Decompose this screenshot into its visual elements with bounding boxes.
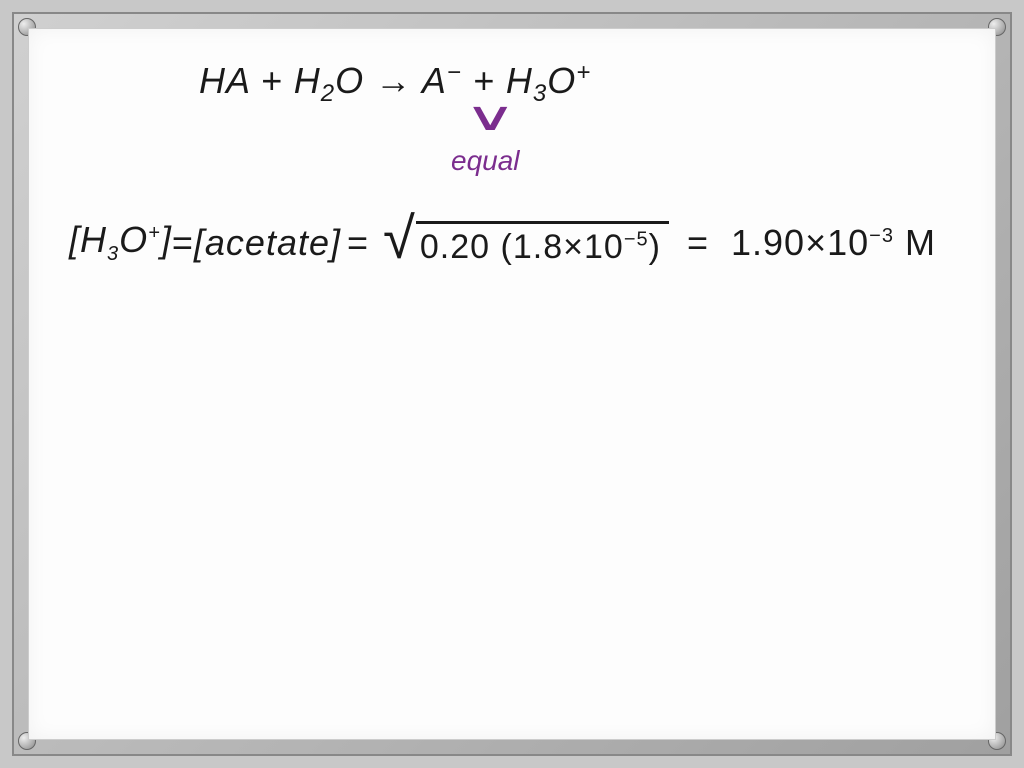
equal-label: equal — [451, 145, 520, 177]
vee-connector-icon: ∨ — [438, 107, 543, 127]
reactant-h2o: H2O — [294, 60, 375, 101]
unit-molar: M — [905, 222, 936, 263]
square-root-expression: √ 0.20 (1.8×10−5) — [383, 219, 669, 267]
acetate-concentration: [acetate] — [194, 222, 341, 264]
reaction-arrow: → — [375, 60, 412, 101]
equal-annotation: ∨ equal — [461, 107, 520, 177]
equals-sign: = — [687, 222, 709, 264]
whiteboard-frame: HA + H2O → A− + H3O+ ∨ equal [H3O+] = [ — [12, 12, 1012, 756]
equals-sign: = — [172, 222, 194, 264]
reactant-ha: HA — [199, 60, 250, 101]
equals-sign: = — [347, 222, 369, 264]
result-value: 1.90×10−3 M — [731, 222, 936, 264]
sqrt-radicand: 0.20 (1.8×10−5) — [416, 221, 669, 269]
product-h3o-plus: H3O+ — [506, 60, 591, 101]
concentration-equation: [H3O+] = [acetate] = √ 0.20 (1.8×10−5) =… — [69, 219, 936, 267]
h3o-concentration: [H3O+] — [69, 219, 172, 266]
reaction-equation: HA + H2O → A− + H3O+ — [199, 59, 591, 108]
whiteboard-surface: HA + H2O → A− + H3O+ ∨ equal [H3O+] = [ — [28, 28, 996, 740]
plus-sign: + — [261, 60, 283, 101]
